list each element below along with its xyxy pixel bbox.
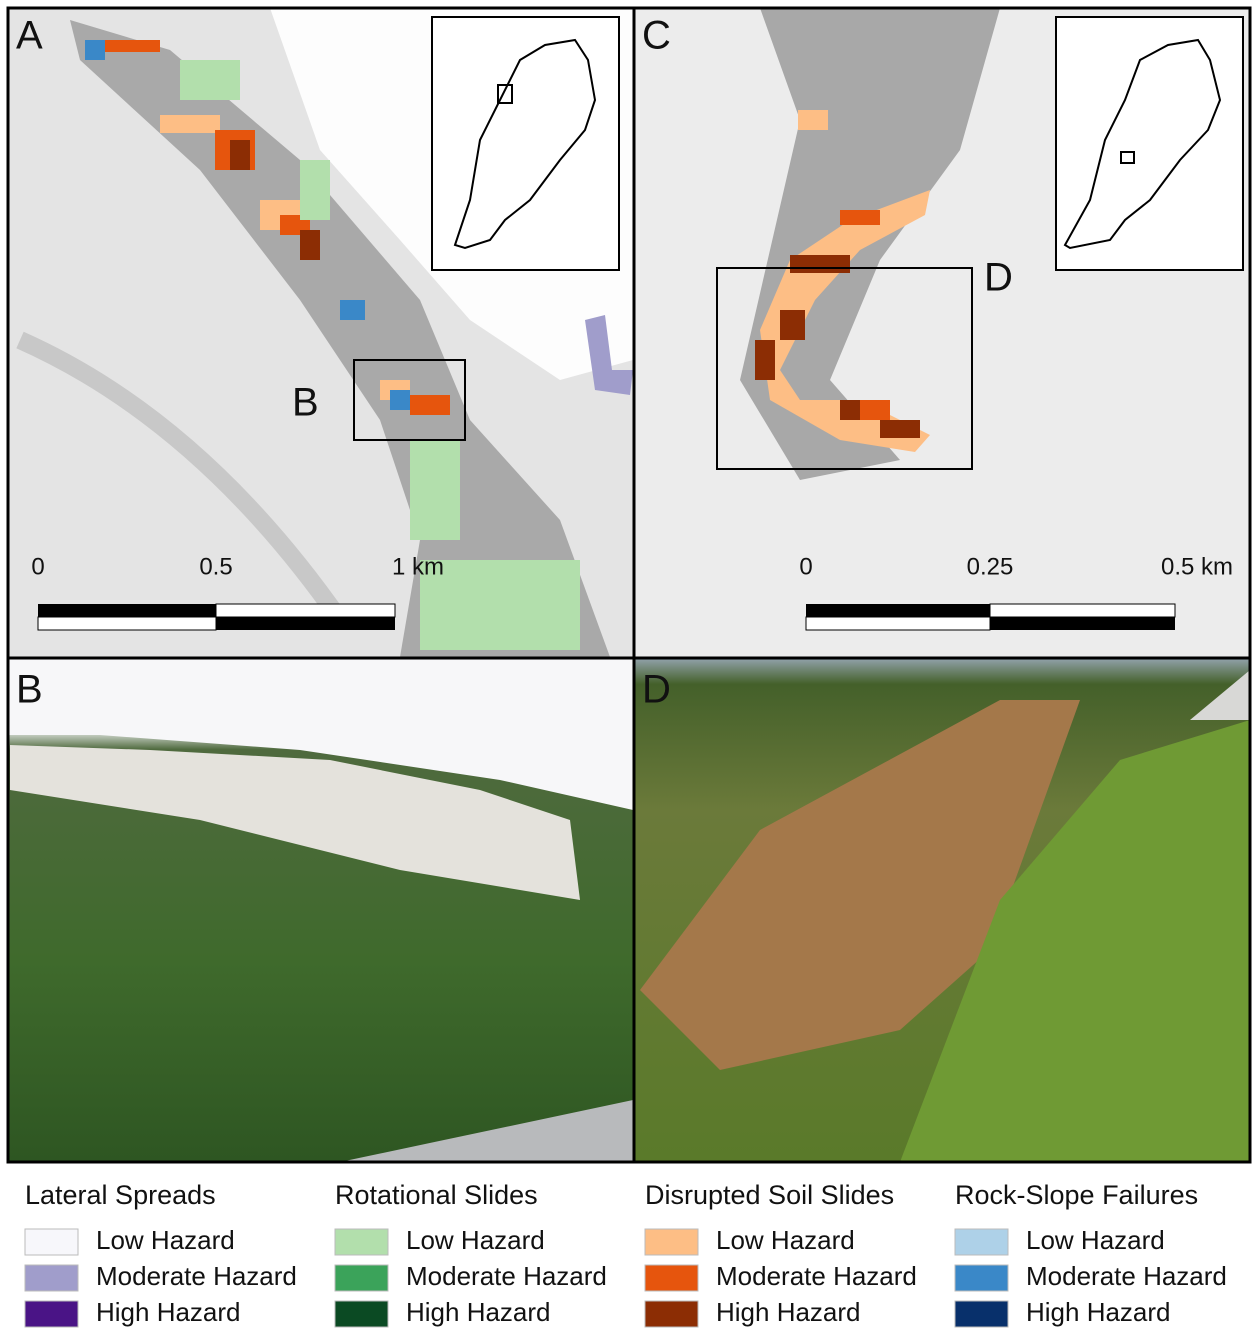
legend-swatch	[955, 1265, 1008, 1291]
legend-swatch	[335, 1229, 388, 1255]
panel-label: C	[642, 14, 671, 58]
legend: Lateral Spreads Low Hazard Moderate Hazard…	[25, 1180, 1227, 1327]
legend-label: Moderate Hazard	[406, 1261, 607, 1291]
legend-swatch	[25, 1265, 78, 1291]
legend-label: Low Hazard	[1026, 1225, 1165, 1255]
legend-label: High Hazard	[406, 1297, 551, 1327]
legend-label: Moderate Hazard	[96, 1261, 297, 1291]
legend-label: High Hazard	[1026, 1297, 1171, 1327]
inset-label: D	[984, 256, 1013, 300]
legend-swatch	[645, 1229, 698, 1255]
legend-swatch	[25, 1229, 78, 1255]
panel-b-photo: B	[8, 659, 633, 1162]
legend-swatch	[335, 1265, 388, 1291]
legend-title: Disrupted Soil Slides	[645, 1180, 894, 1210]
panel-c: C D 0 0.25 0.5 km	[635, 8, 1250, 657]
inset-label: B	[292, 381, 319, 425]
legend-label: Moderate Hazard	[716, 1261, 917, 1291]
legend-swatch	[645, 1301, 698, 1327]
legend-label: High Hazard	[716, 1297, 861, 1327]
legend-title: Lateral Spreads	[25, 1180, 216, 1210]
scale-label: 0.5	[199, 553, 232, 580]
legend-label: High Hazard	[96, 1297, 241, 1327]
legend-swatch	[955, 1229, 1008, 1255]
legend-swatch	[645, 1265, 698, 1291]
figure: A B 0 0.5 1 km C D 0 0.25 0.5 km B	[0, 0, 1252, 1330]
scale-label: 0	[799, 553, 812, 580]
scale-label: 0.5 km	[1161, 553, 1233, 580]
legend-label: Moderate Hazard	[1026, 1261, 1227, 1291]
scale-label: 0.25	[967, 553, 1014, 580]
panel-label: D	[642, 668, 671, 712]
legend-label: Low Hazard	[406, 1225, 545, 1255]
legend-swatch	[25, 1301, 78, 1327]
scale-label: 1 km	[392, 553, 444, 580]
panel-label: A	[16, 14, 43, 58]
panel-d-photo: D	[635, 659, 1250, 1162]
legend-label: Low Hazard	[716, 1225, 855, 1255]
panel-label: B	[16, 668, 43, 712]
legend-label: Low Hazard	[96, 1225, 235, 1255]
legend-title: Rotational Slides	[335, 1180, 538, 1210]
panel-a: A B 0 0.5 1 km	[8, 8, 633, 657]
scale-label: 0	[31, 553, 44, 580]
legend-swatch	[335, 1301, 388, 1327]
legend-title: Rock-Slope Failures	[955, 1180, 1198, 1210]
legend-swatch	[955, 1301, 1008, 1327]
